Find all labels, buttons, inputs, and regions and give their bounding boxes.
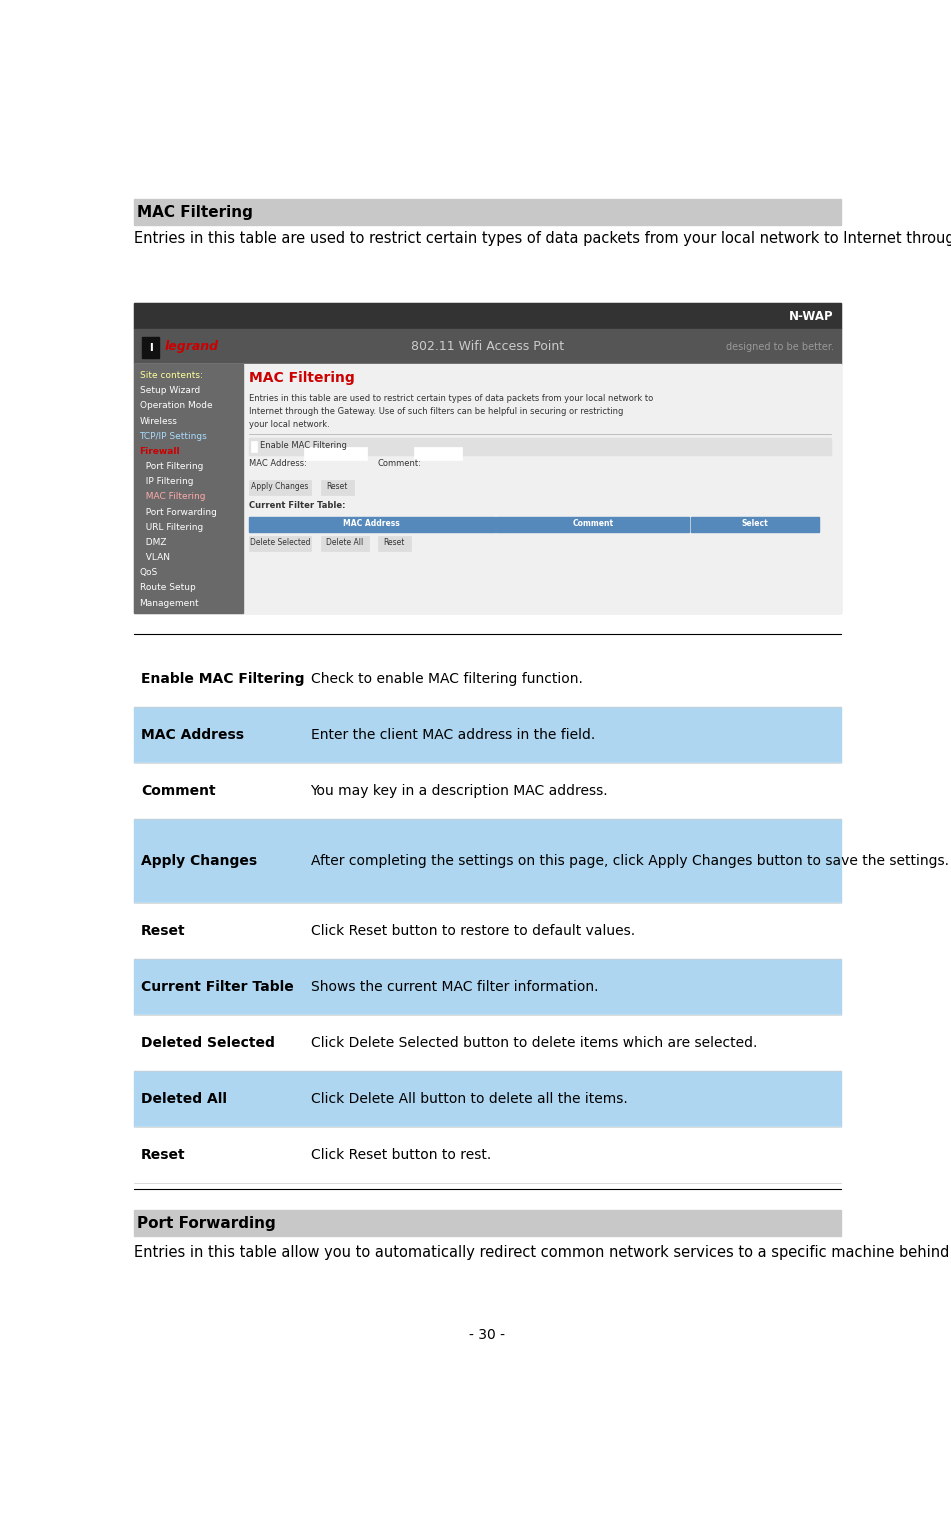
Text: Click Reset button to rest.: Click Reset button to rest. [310, 1149, 491, 1163]
Text: Select: Select [742, 520, 768, 529]
Bar [133, 364, 841, 612]
Text: Port Forwarding: Port Forwarding [140, 508, 217, 517]
Text: Current Filter Table: Current Filter Table [141, 981, 294, 994]
Text: Delete Selected: Delete Selected [250, 538, 310, 547]
Bar [251, 441, 258, 452]
Bar [378, 535, 411, 550]
Bar [133, 904, 841, 960]
Text: Port Filtering: Port Filtering [140, 462, 203, 471]
Text: Site contents:: Site contents: [140, 371, 203, 381]
Text: Deleted All: Deleted All [141, 1093, 227, 1107]
Text: Apply Changes: Apply Changes [141, 855, 257, 869]
Bar [133, 708, 841, 763]
Bar [133, 303, 841, 612]
Text: your local network.: your local network. [248, 420, 329, 429]
Text: Route Setup: Route Setup [140, 584, 195, 593]
Bar [320, 479, 354, 494]
Text: QoS: QoS [140, 568, 158, 578]
Text: Reset: Reset [327, 482, 348, 491]
Text: Wireless: Wireless [140, 417, 178, 426]
Bar [143, 337, 159, 358]
Bar [248, 438, 831, 455]
Bar [133, 819, 841, 904]
Text: Firewall: Firewall [140, 447, 180, 456]
Bar [320, 535, 369, 550]
Text: MAC Address: MAC Address [141, 728, 244, 743]
Bar [133, 960, 841, 1016]
Bar [690, 517, 819, 532]
Text: Internet through the Gateway. Use of such filters can be helpful in securing or : Internet through the Gateway. Use of suc… [248, 408, 623, 417]
Text: Delete All: Delete All [326, 538, 363, 547]
Bar [133, 329, 841, 364]
Text: Reset: Reset [141, 1149, 185, 1163]
Text: - 30 -: - 30 - [470, 1328, 505, 1342]
Text: Entries in this table allow you to automatically redirect common network service: Entries in this table allow you to autom… [133, 1245, 951, 1260]
Text: You may key in a description MAC address.: You may key in a description MAC address… [310, 784, 608, 799]
Bar [496, 517, 689, 532]
Text: Current Filter Table:: Current Filter Table: [248, 500, 345, 509]
Text: Enable MAC Filtering: Enable MAC Filtering [141, 672, 304, 687]
Text: N-WAP: N-WAP [789, 309, 834, 323]
Text: Reset: Reset [383, 538, 405, 547]
Text: Enter the client MAC address in the field.: Enter the client MAC address in the fiel… [310, 728, 594, 743]
Bar [248, 517, 495, 532]
Text: MAC Filtering: MAC Filtering [140, 493, 205, 502]
Text: designed to be better.: designed to be better. [726, 341, 834, 352]
Text: VLAN: VLAN [140, 553, 169, 562]
Bar [304, 447, 366, 459]
Text: Shows the current MAC filter information.: Shows the current MAC filter information… [310, 981, 598, 994]
Text: Reset: Reset [141, 925, 185, 938]
Text: MAC Filtering: MAC Filtering [137, 205, 253, 220]
Bar [133, 1016, 841, 1072]
Text: Click Reset button to restore to default values.: Click Reset button to restore to default… [310, 925, 634, 938]
Text: Entries in this table are used to restrict certain types of data packets from yo: Entries in this table are used to restri… [133, 230, 951, 246]
Text: 802.11 Wifi Access Point: 802.11 Wifi Access Point [411, 340, 564, 353]
Text: Comment:: Comment: [378, 458, 421, 467]
Text: Apply Changes: Apply Changes [251, 482, 309, 491]
Bar [133, 303, 841, 612]
Text: Entries in this table are used to restrict certain types of data packets from yo: Entries in this table are used to restri… [248, 394, 652, 403]
Text: legrand: legrand [165, 340, 219, 353]
Bar [133, 1072, 841, 1128]
Bar [248, 479, 311, 494]
Bar [133, 763, 841, 819]
Text: IP Filtering: IP Filtering [140, 478, 193, 487]
Text: Check to enable MAC filtering function.: Check to enable MAC filtering function. [310, 672, 582, 687]
Bar [133, 303, 841, 329]
Bar [248, 535, 311, 550]
Text: Enable MAC Filtering: Enable MAC Filtering [260, 441, 346, 450]
Bar [133, 1210, 841, 1236]
Text: Management: Management [140, 599, 199, 608]
Bar [133, 1128, 841, 1184]
Bar [133, 652, 841, 708]
Bar [415, 447, 462, 459]
Text: MAC Address: MAC Address [343, 520, 400, 529]
Text: TCP/IP Settings: TCP/IP Settings [140, 432, 207, 441]
Text: Operation Mode: Operation Mode [140, 402, 212, 411]
Text: DMZ: DMZ [140, 538, 166, 547]
Bar [133, 364, 243, 612]
Text: Setup Wizard: Setup Wizard [140, 387, 200, 396]
Text: l: l [148, 343, 152, 353]
Text: Click Delete All button to delete all the items.: Click Delete All button to delete all th… [310, 1093, 628, 1107]
Text: MAC Filtering: MAC Filtering [248, 371, 355, 385]
Text: Comment: Comment [573, 520, 613, 529]
Text: Click Delete Selected button to delete items which are selected.: Click Delete Selected button to delete i… [310, 1037, 757, 1051]
Text: Deleted Selected: Deleted Selected [141, 1037, 275, 1051]
Text: Comment: Comment [141, 784, 216, 799]
Bar [133, 200, 841, 224]
Text: Port Forwarding: Port Forwarding [137, 1216, 276, 1231]
Text: URL Filtering: URL Filtering [140, 523, 203, 532]
Text: After completing the settings on this page, click Apply Changes button to save t: After completing the settings on this pa… [310, 855, 948, 869]
Text: MAC Address:: MAC Address: [248, 458, 306, 467]
